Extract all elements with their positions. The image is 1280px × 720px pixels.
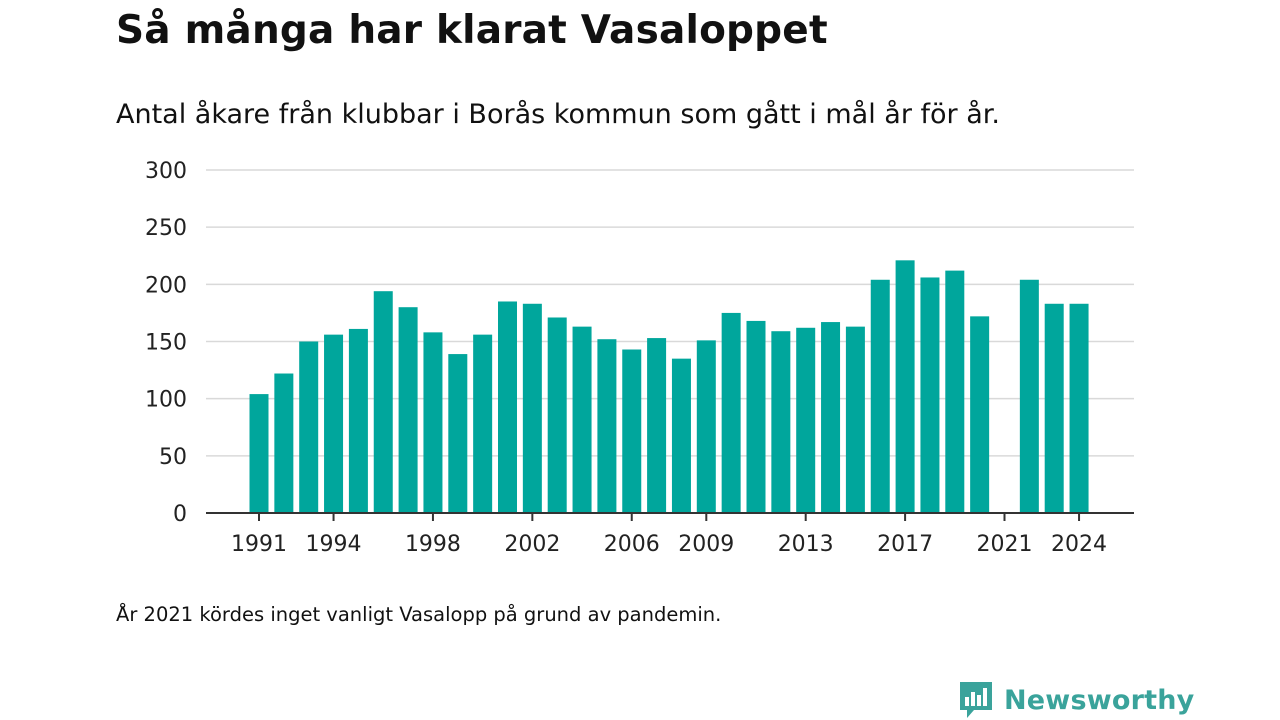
bar xyxy=(473,334,493,513)
y-axis-ticks: 0 50 100 150 200 250 300 xyxy=(145,159,187,527)
x-tick-label: 2024 xyxy=(1051,532,1107,557)
bars xyxy=(249,260,1089,513)
bar xyxy=(746,320,766,513)
y-tick-label: 150 xyxy=(145,331,187,356)
x-tick-label: 1991 xyxy=(231,532,287,557)
y-tick-label: 0 xyxy=(173,502,187,527)
x-tick-label: 1994 xyxy=(306,532,362,557)
gridlines xyxy=(206,169,1134,457)
bar xyxy=(845,326,865,513)
bar xyxy=(373,291,393,513)
bar xyxy=(696,340,716,513)
bar xyxy=(945,270,965,513)
y-tick-label: 100 xyxy=(145,388,187,413)
bar xyxy=(970,316,990,513)
y-tick-label: 50 xyxy=(159,445,187,470)
y-tick-label: 200 xyxy=(145,273,187,298)
bar xyxy=(895,260,915,513)
bar-chart: 0 50 100 150 200 250 300 1991 1994 1998 2002 2006 2… xyxy=(145,159,1134,557)
bar xyxy=(324,334,344,513)
x-tick-label: 2017 xyxy=(877,532,933,557)
bar xyxy=(348,328,368,513)
bar xyxy=(1044,303,1064,513)
bar xyxy=(870,279,890,513)
chart-title: Så många har klarat Vasaloppet xyxy=(116,8,828,53)
bar xyxy=(597,339,617,513)
bar xyxy=(920,277,940,513)
x-axis-ticks: 1991 1994 1998 2002 2006 2009 2013 2017 2021 2024 xyxy=(231,513,1107,557)
bar xyxy=(522,303,542,513)
bar xyxy=(498,301,517,513)
bar xyxy=(423,332,443,513)
bar xyxy=(647,338,667,513)
bar xyxy=(572,326,592,513)
x-tick-label: 2021 xyxy=(977,532,1033,557)
bar xyxy=(1019,279,1039,513)
bar xyxy=(622,349,642,513)
chart-subtitle: Antal åkare från klubbar i Borås kommun … xyxy=(116,99,1000,130)
bar xyxy=(448,354,468,513)
y-tick-label: 250 xyxy=(145,216,187,241)
bar xyxy=(398,307,418,513)
x-tick-label: 2013 xyxy=(778,532,834,557)
bar xyxy=(249,394,269,513)
x-tick-label: 2006 xyxy=(604,532,660,557)
x-tick-label: 2009 xyxy=(678,532,734,557)
y-tick-label: 300 xyxy=(145,159,187,184)
newsworthy-logo-icon xyxy=(960,682,992,718)
x-tick-label: 1998 xyxy=(405,532,461,557)
bar xyxy=(796,327,816,513)
brand-logo: Newsworthy xyxy=(958,680,1194,720)
bar xyxy=(821,322,841,513)
footnote: År 2021 kördes inget vanligt Vasalopp på… xyxy=(116,603,722,626)
bar xyxy=(721,312,741,513)
bar xyxy=(671,358,691,513)
bar xyxy=(1069,303,1089,513)
x-tick-label: 2002 xyxy=(504,532,560,557)
bar xyxy=(274,373,294,513)
bar xyxy=(299,341,319,513)
bar xyxy=(547,317,567,513)
bar xyxy=(771,331,791,513)
brand-name: Newsworthy xyxy=(1004,684,1195,716)
